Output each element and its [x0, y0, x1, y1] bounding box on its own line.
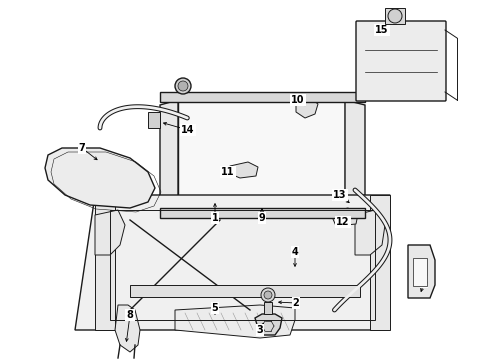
Text: 14: 14 — [181, 125, 195, 135]
Text: 7: 7 — [78, 143, 85, 153]
Bar — [178, 100, 345, 210]
Circle shape — [264, 291, 272, 299]
Text: 5: 5 — [212, 303, 219, 313]
Polygon shape — [115, 305, 140, 352]
Polygon shape — [228, 162, 258, 178]
Bar — [413, 258, 427, 286]
Polygon shape — [95, 195, 115, 330]
Polygon shape — [345, 100, 365, 210]
Polygon shape — [175, 305, 295, 338]
Text: 10: 10 — [291, 95, 305, 105]
Polygon shape — [370, 195, 390, 330]
Text: 4: 4 — [292, 247, 298, 257]
Polygon shape — [75, 195, 390, 330]
Polygon shape — [45, 148, 155, 208]
Circle shape — [261, 288, 275, 302]
Polygon shape — [95, 210, 125, 255]
Circle shape — [388, 9, 402, 23]
Bar — [130, 285, 360, 297]
Text: 12: 12 — [336, 217, 350, 227]
Polygon shape — [255, 314, 282, 335]
Circle shape — [175, 78, 191, 94]
Text: 3: 3 — [257, 325, 264, 335]
Text: 1: 1 — [212, 213, 219, 223]
Bar — [160, 208, 365, 218]
Polygon shape — [296, 98, 318, 118]
Text: 6: 6 — [420, 277, 427, 287]
Text: 15: 15 — [375, 25, 389, 35]
FancyBboxPatch shape — [356, 21, 446, 101]
Polygon shape — [408, 245, 435, 298]
Text: 9: 9 — [259, 213, 266, 223]
Polygon shape — [160, 100, 178, 210]
Text: 13: 13 — [333, 190, 347, 200]
Text: 11: 11 — [221, 167, 235, 177]
Text: 2: 2 — [293, 298, 299, 308]
Bar — [110, 210, 375, 320]
Bar — [148, 112, 160, 128]
Polygon shape — [330, 208, 358, 226]
Bar — [264, 302, 272, 314]
Polygon shape — [355, 210, 385, 255]
Bar — [385, 8, 405, 24]
Circle shape — [178, 81, 188, 91]
Text: 8: 8 — [126, 310, 133, 320]
Bar — [160, 92, 365, 102]
